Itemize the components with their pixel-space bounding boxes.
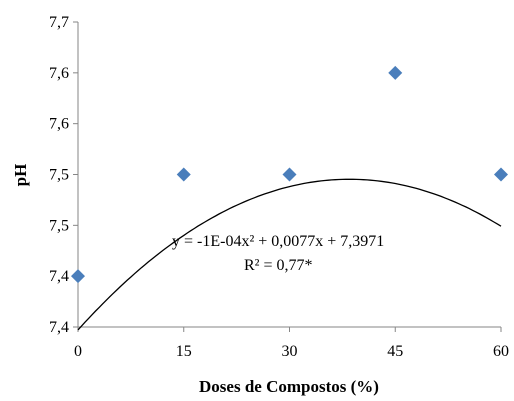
data-points bbox=[71, 65, 508, 284]
y-axis: 7,4 7,4 7,5 7,5 7,6 7,6 7,7 bbox=[49, 14, 79, 336]
data-point bbox=[494, 167, 508, 182]
x-tick-label: 30 bbox=[282, 343, 298, 360]
x-axis: 0 15 30 45 60 bbox=[74, 326, 509, 360]
trendline-r2: R² = 0,77* bbox=[244, 257, 313, 274]
y-tick-label: 7,4 bbox=[49, 319, 69, 336]
x-tick-label: 60 bbox=[493, 343, 509, 360]
y-tick-label: 7,4 bbox=[49, 268, 69, 285]
x-tick-label: 0 bbox=[74, 343, 82, 360]
y-tick-label: 7,5 bbox=[49, 217, 69, 234]
trendline-group bbox=[77, 178, 502, 331]
y-tick-label: 7,6 bbox=[49, 116, 69, 133]
y-tick-label: 7,7 bbox=[49, 14, 69, 31]
data-point bbox=[176, 167, 191, 182]
y-tick-label: 7,6 bbox=[49, 65, 69, 82]
y-tick-label: 7,5 bbox=[49, 167, 69, 184]
y-axis-title: pH bbox=[11, 164, 30, 187]
trendline-curve bbox=[77, 178, 502, 331]
data-point bbox=[71, 269, 85, 284]
data-point bbox=[388, 65, 403, 80]
x-tick-label: 15 bbox=[176, 343, 192, 360]
trendline-equation: y = -1E-04x² + 0,0077x + 7,3971 bbox=[172, 233, 384, 250]
data-point bbox=[282, 167, 297, 182]
x-axis-title: Doses de Compostos (%) bbox=[199, 377, 379, 396]
x-tick-label: 45 bbox=[387, 343, 403, 360]
